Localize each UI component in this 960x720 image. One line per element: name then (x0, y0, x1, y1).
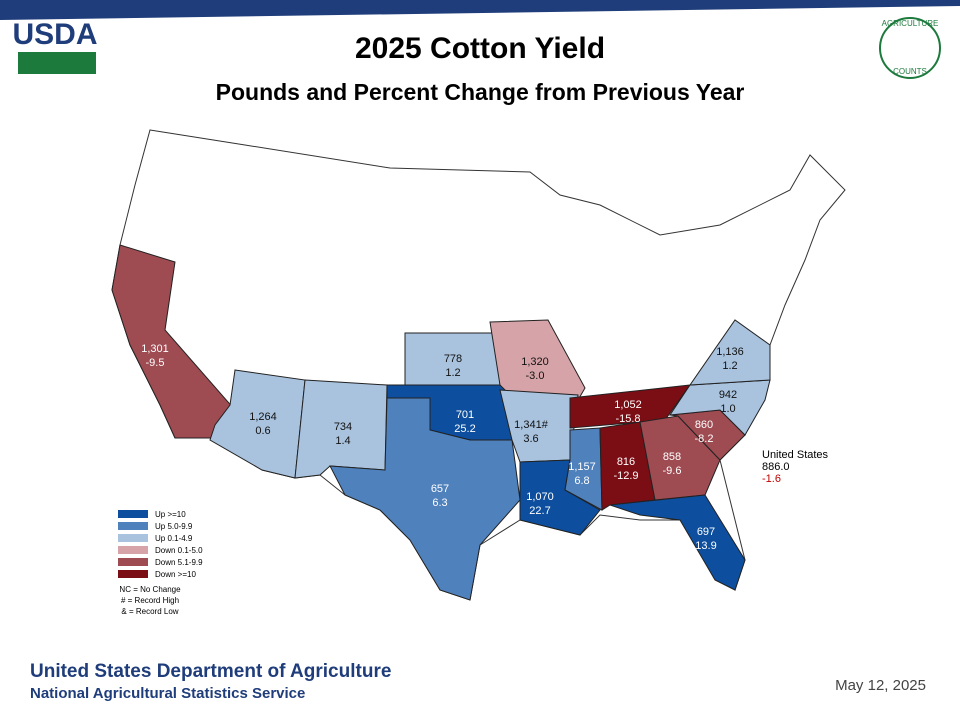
state-yield: 816 (617, 456, 635, 468)
state-change: -15.8 (615, 413, 640, 425)
title: 2025 Cotton Yield (355, 32, 605, 65)
legend-label: Up 0.1-4.9 (155, 534, 193, 543)
state-yield: 1,157 (568, 461, 596, 473)
state (689, 319, 771, 386)
state-yield: 1,264 (249, 411, 277, 423)
state-yield: 860 (695, 419, 713, 431)
legend-label: Down 5.1-9.9 (155, 558, 203, 567)
usda-logo: USDA (12, 18, 98, 74)
legend-swatch (118, 570, 148, 578)
state-change: 22.7 (529, 505, 550, 517)
state-change: 13.9 (695, 540, 716, 552)
logo-text: USDA (12, 18, 97, 51)
state-change: 1.2 (722, 360, 737, 372)
badge-bottom: COUNTS (893, 67, 927, 76)
state-change: -3.0 (526, 370, 545, 382)
footer-service: National Agricultural Statistics Service (30, 685, 305, 702)
national-name: United States (762, 449, 829, 461)
state-change: 6.3 (432, 497, 447, 509)
state-yield: 778 (444, 353, 462, 365)
state-change: 0.6 (255, 425, 270, 437)
state (564, 427, 603, 511)
state-yield: 1,301 (141, 343, 169, 355)
legend-swatch (118, 546, 148, 554)
state-yield: 657 (431, 483, 449, 495)
legend-label: Down 0.1-5.0 (155, 546, 203, 555)
national-yield: 886.0 (762, 461, 790, 473)
state-yield: 1,136 (716, 346, 744, 358)
legend-swatch (118, 534, 148, 542)
state-change: -9.5 (146, 357, 165, 369)
national-label: United States 886.0 -1.6 (762, 449, 829, 485)
state-change: -9.6 (663, 465, 682, 477)
legend-note: NC = No Change (119, 585, 181, 594)
state-change: -8.2 (695, 433, 714, 445)
state (639, 415, 721, 501)
state-change: 6.8 (574, 475, 589, 487)
state-yield: 1,341# (514, 419, 549, 431)
legend-label: Up >=10 (155, 510, 186, 519)
state (111, 244, 236, 439)
state-change: 1.0 (720, 403, 735, 415)
state-change: 3.6 (523, 433, 538, 445)
legend-swatch (118, 558, 148, 566)
legend-label: Up 5.0-9.9 (155, 522, 193, 531)
state (609, 494, 746, 591)
footer-date: May 12, 2025 (835, 677, 926, 694)
legend-label: Down >=10 (155, 570, 196, 579)
legend-note: & = Record Low (121, 607, 178, 616)
state-yield: 858 (663, 451, 681, 463)
legend-swatch (118, 522, 148, 530)
state-yield: 734 (334, 421, 352, 433)
legend-note: # = Record High (121, 596, 179, 605)
state (329, 397, 521, 601)
state-yield: 1,320 (521, 356, 549, 368)
state-yield: 701 (456, 409, 474, 421)
footer-agency: United States Department of Agriculture (30, 661, 391, 682)
state-yield: 1,052 (614, 399, 642, 411)
counts-badge: AGRICULTURE COUNTS (879, 17, 941, 79)
national-change: -1.6 (762, 473, 781, 485)
state-change: 25.2 (454, 423, 475, 435)
state-yield: 942 (719, 389, 737, 401)
subtitle: Pounds and Percent Change from Previous … (216, 79, 745, 105)
state-yield: 1,070 (526, 491, 554, 503)
badge-top: AGRICULTURE (882, 19, 939, 28)
state-change: 1.2 (445, 367, 460, 379)
state-change: 1.4 (335, 435, 350, 447)
top-band (0, 0, 960, 20)
legend-swatch (118, 510, 148, 518)
state-change: -12.9 (613, 470, 638, 482)
state-yield: 697 (697, 526, 715, 538)
